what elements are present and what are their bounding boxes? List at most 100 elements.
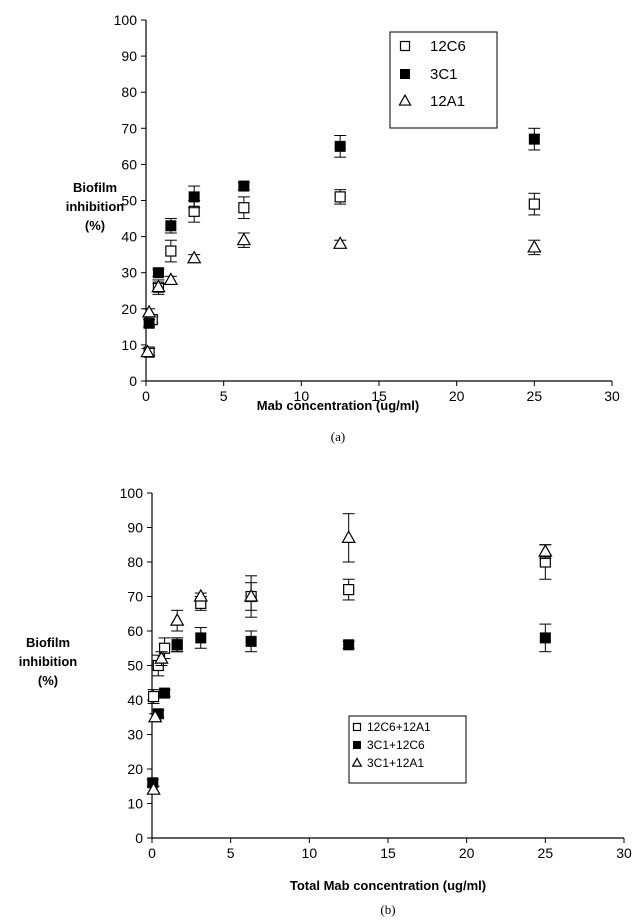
data-point	[334, 140, 346, 152]
chart-panel-b: 0 10 20 30 40 50 60 70 80 90 100 0 5 10 15 20 25 30 12C6…	[19, 485, 632, 917]
y-tick-label: 30	[121, 265, 137, 281]
legend-entry: 12A1	[430, 93, 465, 110]
legend-marker	[399, 40, 411, 52]
panel-label-b: (b)	[380, 902, 395, 917]
data-point	[165, 220, 177, 232]
y-tick-label: 100	[120, 485, 144, 501]
panel-label-a: (a)	[331, 429, 345, 444]
y-tick-label: 60	[127, 623, 143, 639]
legend-marker	[400, 69, 410, 79]
data-point	[154, 650, 169, 664]
data-point	[539, 632, 551, 644]
y-tick-label: 60	[121, 156, 137, 172]
legend-entry: 3C1+12A1	[367, 756, 424, 770]
series-3C1	[143, 127, 541, 329]
data-point	[140, 344, 155, 358]
data-point	[528, 198, 540, 210]
series-3C1+12A1	[146, 513, 553, 795]
legend-b: 12C6+12A1 3C1+12C6 3C1+12A1	[348, 715, 467, 784]
legend-marker	[352, 722, 362, 732]
data-point	[528, 133, 540, 145]
y-tick-label: 50	[127, 658, 143, 674]
y-tick-label: 0	[129, 373, 137, 389]
data-point	[171, 639, 183, 651]
x-tick-label: 10	[294, 388, 310, 404]
x-tick-label: 25	[538, 845, 554, 861]
y-tick-label: 40	[121, 229, 137, 245]
data-point	[147, 690, 160, 703]
y-tick-label: 70	[121, 120, 137, 136]
data-point	[243, 588, 259, 602]
x-tick-label: 10	[302, 845, 318, 861]
legend-entry: 12C6	[430, 38, 466, 55]
data-point	[143, 317, 155, 329]
data-point	[141, 304, 157, 318]
data-point	[152, 267, 164, 279]
chart-panel-a: 0 10 20 30 40 50 60 70 80 90 100 0 5 10 15 20 25 30 12C6…	[66, 12, 620, 444]
data-point	[195, 632, 207, 644]
data-point	[238, 180, 250, 192]
data-point	[334, 191, 346, 203]
data-point	[147, 709, 163, 723]
x-tick-label: 0	[142, 388, 150, 404]
y-tick-label: 40	[127, 692, 143, 708]
y-axis-title-a: Biofilm inhibition (%)	[66, 180, 125, 233]
y-tick-label: 10	[121, 337, 137, 353]
data-point	[159, 687, 171, 699]
data-point	[343, 639, 355, 651]
legend-entry: 3C1	[430, 66, 458, 83]
data-point	[193, 588, 209, 602]
data-point	[146, 781, 161, 795]
legend-a: 12C6 3C1 12A1	[389, 31, 498, 129]
x-tick-label: 20	[459, 845, 475, 861]
y-tick-label: 100	[114, 12, 138, 28]
x-tick-label: 0	[148, 845, 156, 861]
x-tick-label: 5	[220, 388, 228, 404]
legend-marker	[351, 757, 363, 767]
y-tick-label: 50	[121, 193, 137, 209]
legend-entry: 12C6+12A1	[367, 720, 431, 734]
x-tick-label: 15	[371, 388, 387, 404]
y-tick-label: 80	[121, 84, 137, 100]
legend-marker	[353, 741, 361, 749]
x-tick-label: 30	[616, 845, 632, 861]
data-point	[332, 236, 348, 249]
y-tick-label: 80	[127, 554, 143, 570]
y-axis-title-b: Biofilm inhibition (%)	[19, 635, 78, 688]
legend-marker	[398, 93, 412, 106]
x-axis-title-a: Mab concentration (ug/ml)	[257, 398, 420, 413]
legend-entry: 3C1+12C6	[367, 738, 425, 752]
data-point	[236, 232, 252, 246]
y-tick-label: 20	[127, 761, 143, 777]
data-point	[158, 642, 171, 654]
data-point	[343, 583, 355, 596]
y-tick-label: 30	[127, 727, 143, 743]
y-tick-label: 90	[121, 48, 137, 64]
x-tick-label: 25	[527, 388, 543, 404]
data-point	[341, 530, 356, 543]
data-point	[165, 245, 177, 257]
data-point	[538, 543, 553, 557]
data-point	[238, 202, 250, 214]
series-12C6+12A1	[147, 544, 552, 704]
x-tick-label: 5	[227, 845, 235, 861]
y-tick-label: 70	[127, 589, 143, 605]
y-tick-label: 0	[135, 830, 143, 846]
data-point	[186, 250, 202, 264]
data-point	[151, 279, 166, 293]
x-tick-label: 30	[604, 388, 620, 404]
data-point	[188, 191, 200, 203]
series-12A1	[140, 232, 542, 358]
data-point	[169, 612, 185, 626]
data-point	[527, 239, 542, 253]
series-12C6	[143, 189, 541, 358]
x-axis-title-b: Total Mab concentration (ug/ml)	[290, 878, 486, 893]
legend-box	[348, 715, 467, 784]
y-tick-label: 20	[121, 301, 137, 317]
y-tick-label: 90	[127, 520, 143, 536]
x-tick-label: 20	[449, 388, 465, 404]
data-point	[163, 272, 179, 286]
data-point	[245, 635, 257, 647]
y-tick-label: 10	[127, 796, 143, 812]
